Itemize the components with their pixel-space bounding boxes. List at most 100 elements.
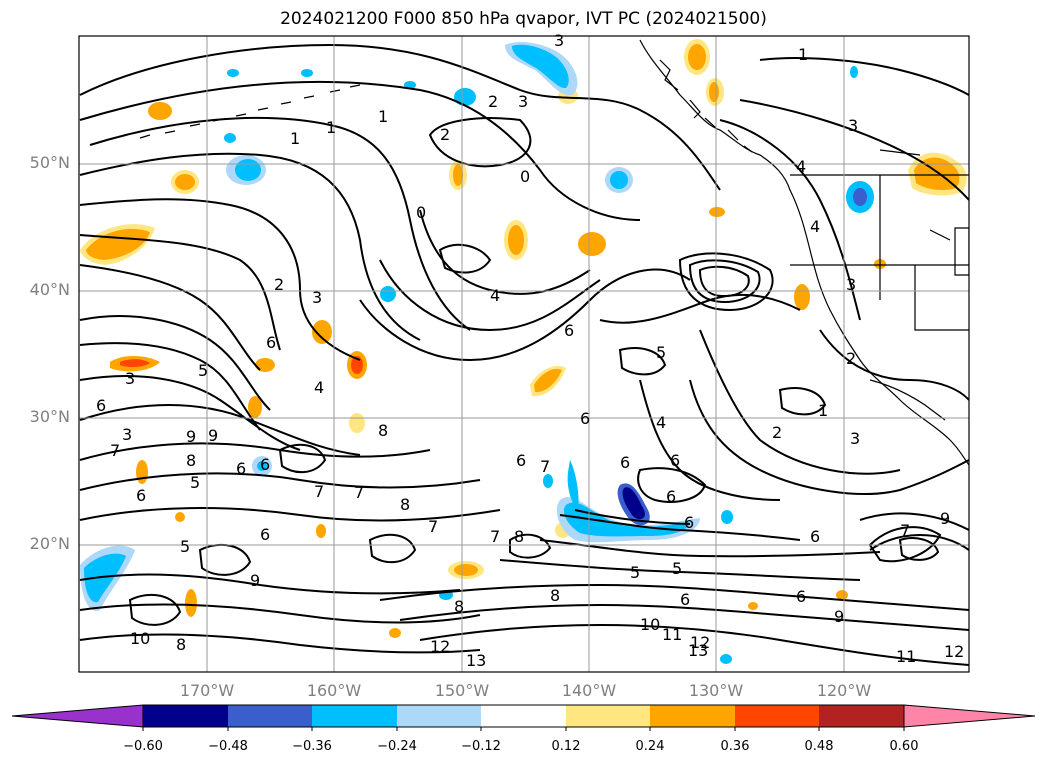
- contour-label: 12: [430, 637, 450, 656]
- contour-label: 7: [314, 482, 324, 501]
- map-gridlines: [79, 36, 969, 672]
- contour-label: 5: [672, 559, 682, 578]
- contour-label: 3: [125, 369, 135, 388]
- contour-label: 5: [180, 537, 190, 556]
- lon-label-170w: 170°W: [179, 681, 235, 700]
- contour-label: 6: [684, 513, 694, 532]
- contour-label: 3: [312, 288, 322, 307]
- contour-label: 6: [516, 451, 526, 470]
- contour-label: 3: [554, 31, 564, 50]
- contour-label: 12: [690, 633, 710, 652]
- colorbar-bin: [735, 705, 819, 727]
- contour-label: 6: [620, 453, 630, 472]
- contour-label: 1: [290, 129, 300, 148]
- contour-label: 13: [466, 651, 486, 670]
- contour-label: 7: [540, 457, 550, 476]
- contour-label: 1: [378, 107, 388, 126]
- contour-label: 8: [378, 421, 388, 440]
- contour-label: 10: [640, 615, 660, 634]
- contour-label: 4: [490, 286, 500, 305]
- colorbar-bin: [819, 705, 904, 727]
- contour-label: 6: [670, 451, 680, 470]
- lat-label-40n: 40°N: [29, 280, 70, 299]
- contour-label: 9: [250, 571, 260, 590]
- contour-label: 2: [846, 349, 856, 368]
- colorbar-bin: [566, 705, 650, 727]
- contour-label: 7: [490, 527, 500, 546]
- contour-label: 6: [580, 409, 590, 428]
- map-background: [79, 36, 969, 672]
- contour-label: 3: [122, 425, 132, 444]
- contour-label: 5: [656, 343, 666, 362]
- lat-label-20n: 20°N: [29, 534, 70, 553]
- lon-label-120w: 120°W: [816, 681, 872, 700]
- contour-labels: 1 1 1 2 2 3 3 0 3 2 3 4 6 6 5 6 5 4 8 6 …: [96, 31, 964, 670]
- contour-label: 9: [208, 426, 218, 445]
- ivt-contours: [79, 43, 969, 666]
- contour-label: 1: [798, 45, 808, 64]
- contour-label: 11: [662, 625, 682, 644]
- colorbar-tick-label: −0.12: [461, 739, 501, 754]
- contour-label: 2: [440, 125, 450, 144]
- colorbar-tick-label: 0.48: [804, 739, 834, 754]
- contour-label: 5: [630, 563, 640, 582]
- lat-label-50n: 50°N: [29, 153, 70, 172]
- contour-label: 4: [810, 217, 820, 236]
- coastlines: [139, 39, 969, 466]
- contour-label: 9: [834, 607, 844, 626]
- contour-label: 3: [848, 116, 858, 135]
- contour-label: 6: [564, 321, 574, 340]
- contour-label: 1: [818, 401, 828, 420]
- contour-label: 2: [772, 423, 782, 442]
- contour-label: 4: [796, 157, 806, 176]
- colorbar-bin: [143, 705, 228, 727]
- colorbar-tick-label: 0.60: [889, 739, 919, 754]
- contour-label: 5: [190, 473, 200, 492]
- contour-label: 9: [186, 427, 196, 446]
- contour-label: 1: [326, 118, 336, 137]
- contour-label: 2: [274, 275, 284, 294]
- contour-label: 0: [416, 203, 426, 222]
- contour-label: 2: [488, 92, 498, 111]
- contour-label: 3: [846, 275, 856, 294]
- colorbar-bin: [481, 705, 566, 727]
- contour-label: 6: [810, 527, 820, 546]
- contour-label: 8: [550, 586, 560, 605]
- contour-label: 8: [186, 451, 196, 470]
- colorbar-tick-label: −0.24: [377, 739, 417, 754]
- contour-label: 8: [400, 495, 410, 514]
- contour-label: 6: [236, 459, 246, 478]
- colorbar-under: [11, 704, 144, 728]
- contour-label: 0: [520, 167, 530, 186]
- contour-label: 10: [130, 629, 150, 648]
- contour-label: 6: [680, 590, 690, 609]
- colorbar-bin: [650, 705, 735, 727]
- lon-label-130w: 130°W: [688, 681, 744, 700]
- contour-label: 7: [428, 517, 438, 536]
- colorbar-bin: [397, 705, 481, 727]
- colorbar-bin: [312, 705, 397, 727]
- contour-label: 11: [896, 647, 916, 666]
- colorbar: [11, 704, 1036, 731]
- contour-label: 5: [198, 361, 208, 380]
- contour-label: 8: [514, 527, 524, 546]
- contour-label: 6: [260, 455, 270, 474]
- colorbar-bin: [228, 705, 312, 727]
- contour-label: 8: [454, 597, 464, 616]
- contour-label: 6: [666, 487, 676, 506]
- colorbar-tick-label: −0.48: [208, 739, 248, 754]
- lon-label-140w: 140°W: [561, 681, 617, 700]
- lon-label-160w: 160°W: [306, 681, 362, 700]
- colorbar-tick-label: 0.12: [551, 739, 581, 754]
- contour-label: 4: [314, 378, 324, 397]
- map-frame: [78, 35, 970, 673]
- contour-label: 12: [944, 642, 964, 661]
- lat-label-30n: 30°N: [29, 407, 70, 426]
- contour-label: 6: [796, 587, 806, 606]
- colorbar-tick-label: −0.60: [123, 739, 163, 754]
- colorbar-tick-label: 0.24: [635, 739, 665, 754]
- page-title: 2024021200 F000 850 hPa qvapor, IVT PC (…: [280, 9, 767, 29]
- contour-label: 7: [354, 483, 364, 502]
- colorbar-over: [903, 704, 1036, 728]
- colorbar-tick-label: −0.36: [292, 739, 332, 754]
